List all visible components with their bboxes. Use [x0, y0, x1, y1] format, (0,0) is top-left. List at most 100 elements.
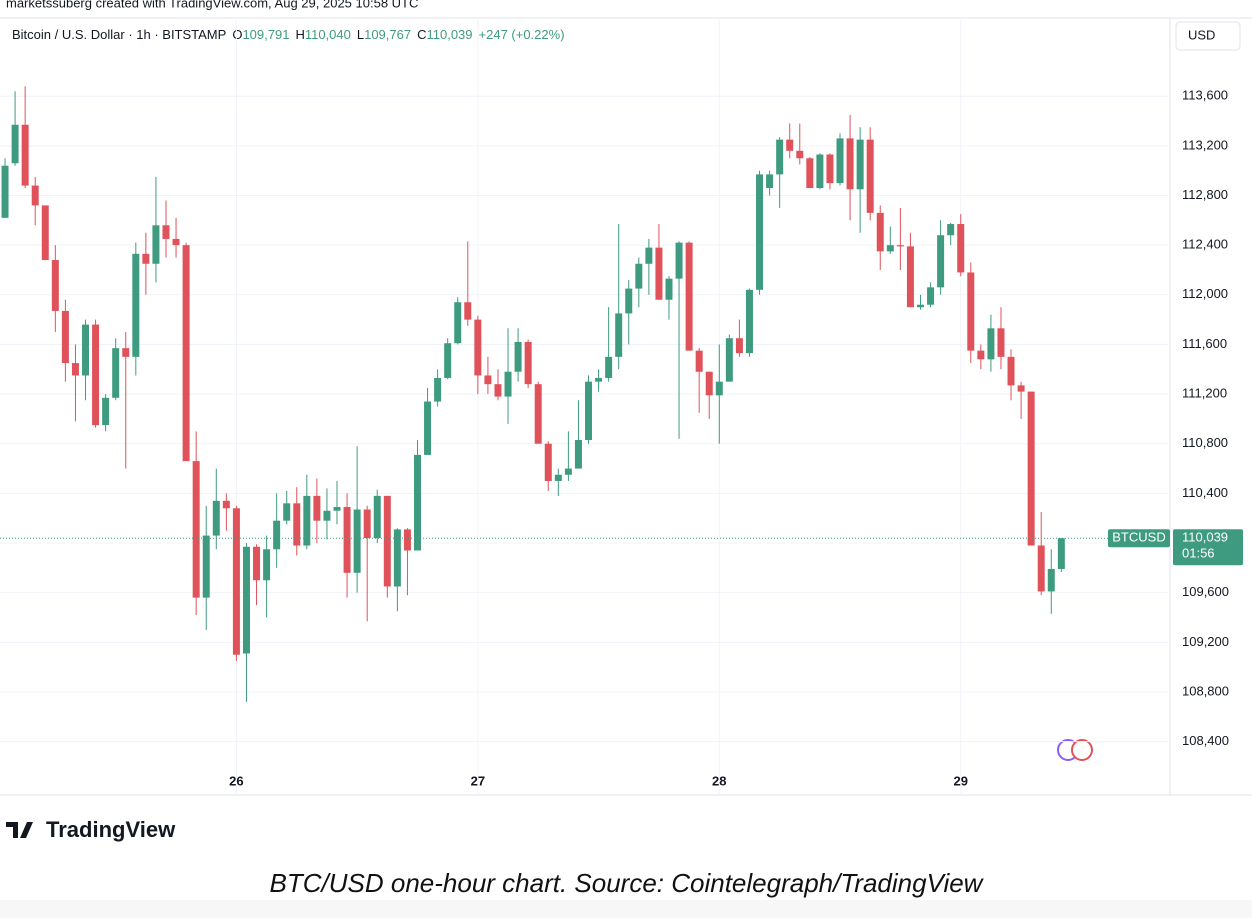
- candle-body: [756, 174, 764, 290]
- candle-body: [484, 375, 492, 385]
- x-tick-label: 28: [712, 773, 726, 788]
- candle-body: [886, 245, 894, 252]
- candle-body: [796, 150, 804, 159]
- candle-body: [554, 474, 562, 481]
- high-value: 110,040: [305, 27, 351, 42]
- candle-body: [393, 529, 401, 587]
- y-tick-label: 112,800: [1182, 187, 1228, 202]
- candle-body: [715, 381, 723, 396]
- candle-body: [534, 384, 542, 444]
- candle-body: [474, 319, 482, 376]
- candle-body: [906, 246, 914, 308]
- candle-body: [494, 384, 502, 397]
- candle-body: [192, 461, 200, 598]
- candle-body: [353, 509, 361, 573]
- close-label: C: [417, 27, 426, 42]
- icon: [1071, 739, 1093, 761]
- candle-body: [866, 139, 874, 213]
- candle-body: [655, 247, 663, 300]
- y-tick-label: 108,400: [1182, 733, 1229, 748]
- logo-text: TradingView: [46, 817, 176, 842]
- currency-box[interactable]: [1175, 21, 1241, 51]
- y-tick-label: 110,400: [1182, 485, 1228, 500]
- candle-body: [635, 263, 643, 289]
- candle-body: [323, 510, 331, 521]
- candle-body: [1047, 568, 1055, 592]
- candle-body: [685, 242, 693, 351]
- candle-body: [242, 546, 250, 654]
- open-value: 109,791: [242, 27, 289, 42]
- candle-body: [363, 509, 371, 539]
- candle-body: [595, 377, 603, 382]
- y-tick-label: 111,200: [1182, 386, 1227, 401]
- candle-body: [51, 260, 59, 311]
- symbol-tag-text: BTCUSD: [1112, 530, 1165, 545]
- y-tick-label: 112,400: [1182, 237, 1228, 252]
- x-tick-label: 27: [471, 773, 485, 788]
- candle-body: [222, 500, 230, 509]
- candle-body: [112, 348, 120, 398]
- candle-body: [766, 174, 774, 189]
- y-tick-label: 112,000: [1182, 286, 1228, 301]
- candle-body: [172, 238, 180, 246]
- candle-body: [303, 495, 311, 546]
- candle-body: [615, 313, 623, 357]
- candle-body: [806, 158, 814, 189]
- logo-mark: [6, 822, 33, 838]
- candle-body: [1037, 545, 1045, 592]
- candle-body: [1057, 538, 1065, 569]
- candle-body: [725, 338, 733, 382]
- candle-body: [263, 549, 271, 581]
- change: +247 (+0.22%): [479, 27, 565, 42]
- candle-body: [675, 242, 683, 279]
- currency[interactable]: USD: [1188, 27, 1215, 42]
- open-label: O: [232, 27, 242, 42]
- candle-body: [343, 507, 351, 573]
- y-tick-label: 109,200: [1182, 634, 1229, 649]
- price-tag: [1173, 529, 1243, 566]
- candle-body: [61, 310, 69, 364]
- candle-body: [504, 371, 512, 397]
- candle-body: [102, 397, 110, 426]
- close-value: 110,039: [426, 27, 472, 42]
- y-tick-label: 110,800: [1182, 435, 1228, 450]
- creator-line: marketssuberg created with TradingView.c…: [6, 0, 418, 10]
- candle-body: [434, 377, 442, 402]
- countdown-text: 01:56: [1182, 546, 1215, 561]
- candle-body: [977, 350, 985, 360]
- y-tick-label: 113,200: [1182, 137, 1228, 152]
- candle-body: [876, 212, 884, 252]
- y-tick-label: 113,600: [1182, 88, 1228, 103]
- candle-body: [122, 348, 130, 357]
- candle-body: [605, 356, 613, 378]
- candle-body: [454, 302, 462, 344]
- candle-body: [786, 139, 794, 151]
- symbol: Bitcoin / U.S. Dollar · 1h · BITSTAMP: [12, 27, 226, 42]
- candle-body: [916, 304, 924, 308]
- caption: BTC/USD one-hour chart. Source: Cointele…: [270, 868, 985, 898]
- candle-body: [424, 401, 432, 455]
- candle-body: [816, 154, 824, 189]
- candle-body: [947, 224, 955, 236]
- candle-body: [92, 324, 100, 426]
- x-tick-label: 29: [953, 773, 967, 788]
- candle-body: [182, 245, 190, 462]
- candle-body: [937, 235, 945, 288]
- candle-body: [927, 287, 935, 305]
- candle-body: [776, 139, 784, 175]
- candle-body: [957, 224, 965, 273]
- candle-body: [142, 253, 150, 264]
- candle-body: [1027, 391, 1035, 546]
- candle-body: [544, 443, 552, 481]
- candle-body: [293, 503, 301, 546]
- candle-body: [836, 138, 844, 184]
- candle-body: [273, 520, 281, 550]
- logo: TradingView: [6, 817, 176, 842]
- candle-body: [856, 139, 864, 190]
- y-tick-label: 111,600: [1182, 336, 1227, 351]
- candle-body: [21, 124, 29, 186]
- candle-body: [826, 154, 834, 184]
